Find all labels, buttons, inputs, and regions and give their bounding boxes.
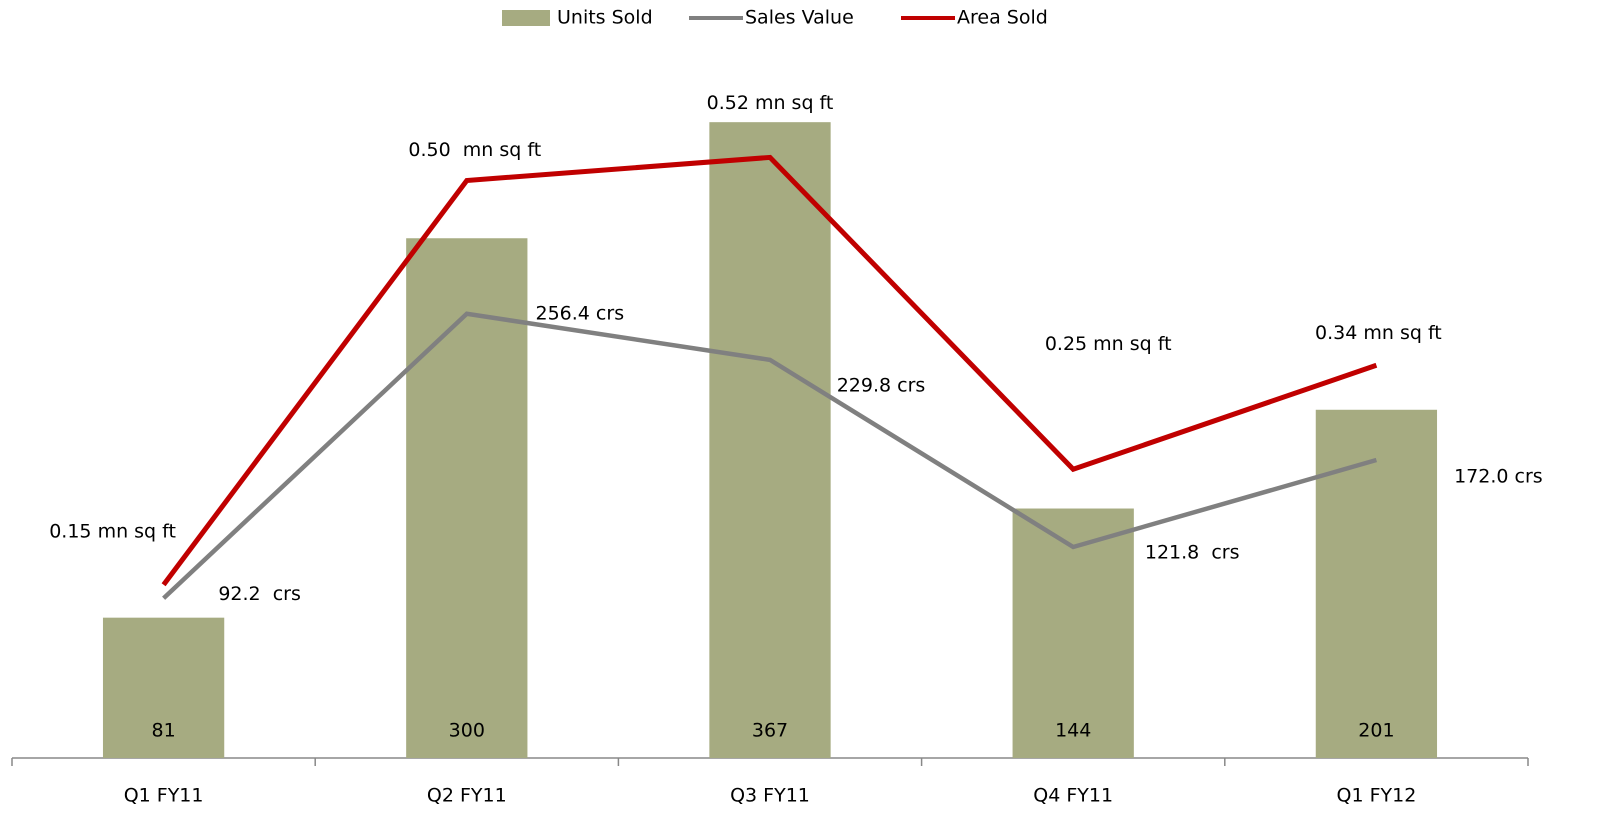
x-tick-label: Q1 FY11 <box>124 785 204 807</box>
bar-label: 300 <box>449 720 485 742</box>
line <box>161 154 1378 587</box>
legend-label: Area Sold <box>957 7 1048 29</box>
data-label: 0.25 mn sq ft <box>1045 333 1172 355</box>
bar <box>406 238 528 758</box>
bar <box>102 617 225 758</box>
data-label: 256.4 crs <box>536 302 625 324</box>
bar-label: 81 <box>152 720 176 742</box>
x-tick-label: Q1 FY12 <box>1337 785 1417 807</box>
data-label: 172.0 crs <box>1454 466 1543 488</box>
bar-label: 144 <box>1055 720 1091 742</box>
data-label: 92.2 crs <box>218 583 301 605</box>
data-label: 121.8 crs <box>1145 541 1240 563</box>
data-label: 229.8 crs <box>837 374 926 396</box>
legend-label: Sales Value <box>745 7 854 29</box>
x-tick-label: Q4 FY11 <box>1033 785 1113 807</box>
data-label: 0.34 mn sq ft <box>1315 322 1442 344</box>
data-label: 0.15 mn sq ft <box>49 520 176 542</box>
x-tick-label: Q2 FY11 <box>427 785 507 807</box>
legend-swatch <box>502 10 550 26</box>
bar-label: 201 <box>1358 720 1394 742</box>
data-label: 0.52 mn sq ft <box>707 92 834 114</box>
bar-label: 367 <box>752 720 788 742</box>
line <box>162 311 1378 600</box>
bar <box>1012 508 1134 758</box>
data-label: 0.50 mn sq ft <box>408 139 541 161</box>
bar <box>709 122 831 759</box>
bar <box>1315 409 1438 758</box>
x-tick-label: Q3 FY11 <box>730 785 810 807</box>
legend-label: Units Sold <box>557 7 653 29</box>
